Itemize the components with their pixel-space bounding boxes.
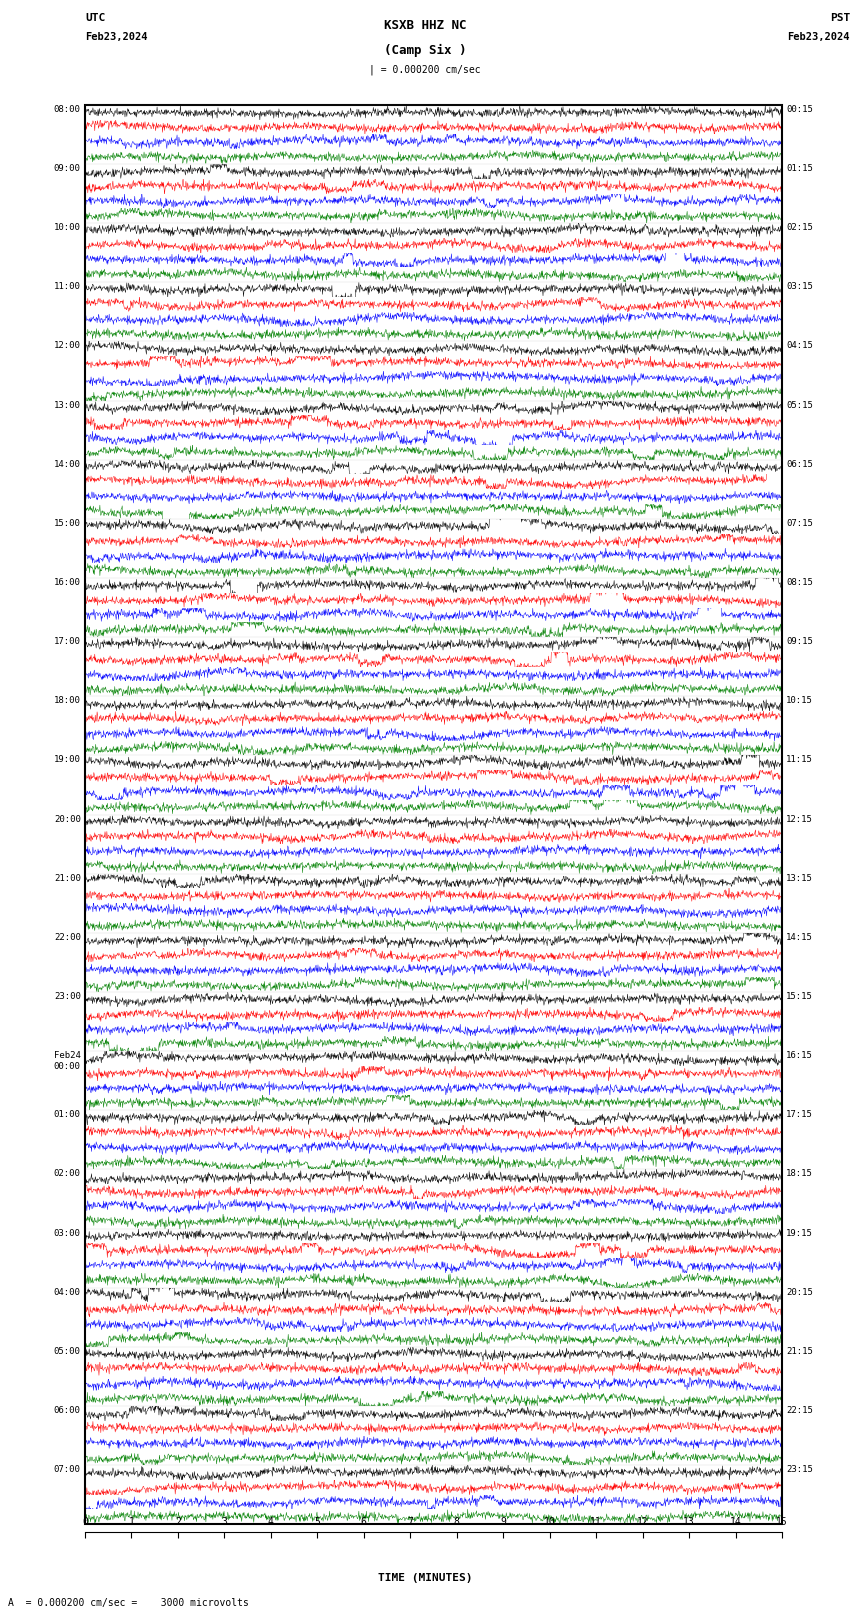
Text: 22:00: 22:00 — [54, 932, 81, 942]
Text: 02:00: 02:00 — [54, 1169, 81, 1179]
Text: 13:00: 13:00 — [54, 400, 81, 410]
Text: 18:00: 18:00 — [54, 697, 81, 705]
Text: 17:15: 17:15 — [786, 1110, 813, 1119]
Text: Feb23,2024: Feb23,2024 — [85, 32, 148, 42]
Text: 14:00: 14:00 — [54, 460, 81, 469]
Text: A  = 0.000200 cm/sec =    3000 microvolts: A = 0.000200 cm/sec = 3000 microvolts — [8, 1598, 249, 1608]
Text: 03:15: 03:15 — [786, 282, 813, 292]
Text: 16:00: 16:00 — [54, 577, 81, 587]
Text: 05:15: 05:15 — [786, 400, 813, 410]
Text: 10:00: 10:00 — [54, 223, 81, 232]
Text: 14:15: 14:15 — [786, 932, 813, 942]
Text: Feb23,2024: Feb23,2024 — [787, 32, 850, 42]
Text: 18:15: 18:15 — [786, 1169, 813, 1179]
Text: 01:15: 01:15 — [786, 165, 813, 173]
Text: Feb24
00:00: Feb24 00:00 — [54, 1052, 81, 1071]
Text: 15:15: 15:15 — [786, 992, 813, 1002]
Text: 04:00: 04:00 — [54, 1287, 81, 1297]
Text: 15:00: 15:00 — [54, 519, 81, 527]
Text: 22:15: 22:15 — [786, 1407, 813, 1415]
Text: 23:15: 23:15 — [786, 1465, 813, 1474]
Text: 08:00: 08:00 — [54, 105, 81, 115]
Text: 09:15: 09:15 — [786, 637, 813, 647]
Text: 06:00: 06:00 — [54, 1407, 81, 1415]
Text: 13:15: 13:15 — [786, 874, 813, 882]
Text: 09:00: 09:00 — [54, 165, 81, 173]
Text: 07:15: 07:15 — [786, 519, 813, 527]
Text: 19:00: 19:00 — [54, 755, 81, 765]
Text: 00:15: 00:15 — [786, 105, 813, 115]
Text: PST: PST — [830, 13, 850, 23]
Text: UTC: UTC — [85, 13, 105, 23]
Text: TIME (MINUTES): TIME (MINUTES) — [377, 1573, 473, 1582]
Text: 07:00: 07:00 — [54, 1465, 81, 1474]
Text: 10:15: 10:15 — [786, 697, 813, 705]
Text: 02:15: 02:15 — [786, 223, 813, 232]
Text: 04:15: 04:15 — [786, 342, 813, 350]
Text: 20:00: 20:00 — [54, 815, 81, 824]
Text: 05:00: 05:00 — [54, 1347, 81, 1357]
Text: 19:15: 19:15 — [786, 1229, 813, 1237]
Text: 11:15: 11:15 — [786, 755, 813, 765]
Text: 21:00: 21:00 — [54, 874, 81, 882]
Text: 01:00: 01:00 — [54, 1110, 81, 1119]
Text: (Camp Six ): (Camp Six ) — [383, 44, 467, 56]
Text: 08:15: 08:15 — [786, 577, 813, 587]
Text: 03:00: 03:00 — [54, 1229, 81, 1237]
Text: 06:15: 06:15 — [786, 460, 813, 469]
Text: 12:15: 12:15 — [786, 815, 813, 824]
Text: | = 0.000200 cm/sec: | = 0.000200 cm/sec — [369, 65, 481, 76]
Text: 20:15: 20:15 — [786, 1287, 813, 1297]
Text: 21:15: 21:15 — [786, 1347, 813, 1357]
Text: 16:15: 16:15 — [786, 1052, 813, 1060]
Text: KSXB HHZ NC: KSXB HHZ NC — [383, 19, 467, 32]
Text: 23:00: 23:00 — [54, 992, 81, 1002]
Text: 11:00: 11:00 — [54, 282, 81, 292]
Text: 17:00: 17:00 — [54, 637, 81, 647]
Text: 12:00: 12:00 — [54, 342, 81, 350]
